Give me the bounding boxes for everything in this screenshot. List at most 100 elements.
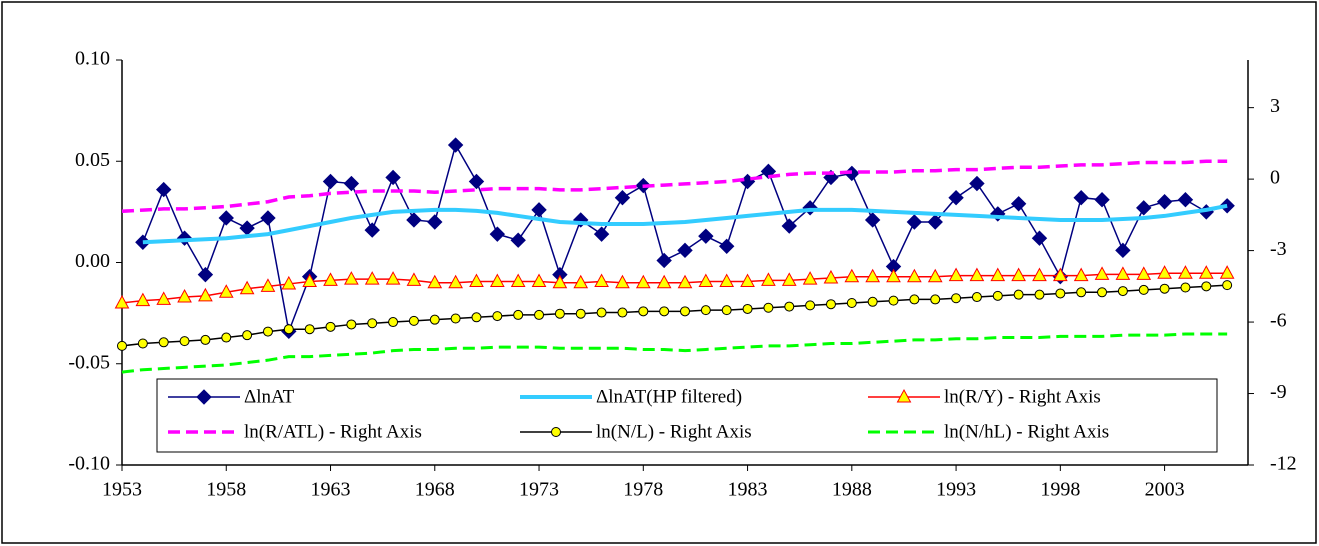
legend-box bbox=[156, 378, 1218, 453]
marker bbox=[200, 334, 211, 345]
marker bbox=[468, 173, 485, 190]
marker bbox=[510, 232, 526, 248]
marker bbox=[1177, 192, 1194, 208]
marker bbox=[1117, 286, 1128, 297]
marker bbox=[721, 305, 732, 316]
marker bbox=[698, 228, 714, 244]
marker bbox=[656, 252, 672, 269]
marker bbox=[304, 324, 315, 335]
marker bbox=[513, 309, 524, 320]
legend-label: ΔlnAT bbox=[244, 386, 295, 407]
marker bbox=[1052, 267, 1068, 282]
y2-tick-label: -3 bbox=[1270, 238, 1287, 260]
y2-tick-label: -6 bbox=[1270, 310, 1287, 332]
marker bbox=[260, 210, 276, 226]
legend-label: ln(R/Y) - Right Axis bbox=[944, 386, 1101, 407]
marker bbox=[635, 274, 651, 289]
marker bbox=[886, 268, 901, 283]
marker bbox=[135, 292, 151, 307]
marker bbox=[614, 189, 631, 206]
marker bbox=[177, 288, 192, 303]
y-tick-label: 0.00 bbox=[75, 250, 110, 272]
marker bbox=[260, 278, 276, 292]
marker bbox=[700, 305, 711, 316]
marker bbox=[1180, 282, 1191, 293]
marker bbox=[1198, 265, 1214, 279]
marker bbox=[471, 312, 482, 323]
marker bbox=[1032, 267, 1047, 282]
marker bbox=[825, 299, 836, 310]
marker bbox=[1222, 280, 1233, 291]
marker bbox=[1219, 198, 1235, 214]
y2-tick-label: 3 bbox=[1270, 95, 1280, 117]
marker bbox=[1136, 266, 1152, 280]
marker bbox=[617, 307, 628, 318]
marker bbox=[406, 272, 422, 286]
y-tick-label: 0.10 bbox=[75, 48, 110, 70]
marker bbox=[1097, 287, 1108, 298]
marker bbox=[551, 427, 561, 437]
marker bbox=[677, 274, 693, 289]
marker bbox=[740, 273, 755, 288]
marker bbox=[531, 202, 547, 218]
marker bbox=[805, 300, 816, 311]
marker bbox=[677, 242, 693, 259]
marker bbox=[447, 137, 464, 153]
marker bbox=[823, 269, 839, 284]
marker bbox=[1076, 287, 1087, 298]
legend: ΔlnAT ΔlnAT(HP filtered) ln(R/Y) - Right A… bbox=[156, 378, 1218, 453]
marker bbox=[930, 294, 941, 305]
marker bbox=[719, 273, 735, 288]
y2-tick-label: -12 bbox=[1270, 453, 1297, 475]
marker bbox=[846, 298, 857, 308]
marker bbox=[1055, 288, 1066, 299]
marker bbox=[322, 173, 339, 190]
marker bbox=[718, 238, 735, 255]
marker bbox=[302, 273, 318, 288]
marker bbox=[346, 319, 357, 330]
marker bbox=[659, 306, 670, 317]
marker bbox=[218, 284, 234, 298]
marker bbox=[179, 336, 190, 347]
legend-label: ΔlnAT(HP filtered) bbox=[596, 386, 742, 407]
marker bbox=[448, 274, 463, 289]
marker bbox=[450, 313, 461, 324]
series-line bbox=[121, 159, 1228, 214]
marker bbox=[1013, 289, 1024, 300]
marker bbox=[429, 314, 440, 325]
marker bbox=[784, 301, 795, 312]
marker bbox=[844, 268, 860, 283]
marker bbox=[927, 268, 943, 283]
marker bbox=[864, 212, 881, 228]
marker bbox=[325, 321, 336, 332]
x-tick-label: 1963 bbox=[311, 479, 351, 501]
legend-label: ln(N/L) - Right Axis bbox=[596, 421, 752, 442]
marker bbox=[281, 275, 297, 290]
marker bbox=[573, 274, 589, 289]
marker bbox=[239, 280, 255, 295]
marker bbox=[1073, 189, 1089, 206]
marker bbox=[158, 337, 169, 348]
marker bbox=[531, 273, 547, 288]
marker bbox=[992, 290, 1003, 301]
x-tick-label: 1993 bbox=[936, 479, 976, 501]
marker bbox=[1011, 267, 1026, 282]
marker bbox=[896, 388, 912, 403]
marker bbox=[948, 267, 964, 282]
marker bbox=[969, 175, 985, 192]
marker bbox=[137, 338, 148, 349]
marker bbox=[802, 271, 818, 285]
marker bbox=[990, 267, 1006, 282]
series-line bbox=[142, 203, 1228, 245]
marker bbox=[951, 293, 962, 304]
marker bbox=[927, 214, 943, 230]
x-tick-label: 1983 bbox=[728, 479, 768, 501]
marker bbox=[867, 296, 878, 307]
marker bbox=[427, 214, 443, 230]
marker bbox=[114, 294, 130, 309]
marker bbox=[221, 332, 232, 343]
marker bbox=[593, 226, 610, 242]
marker bbox=[364, 222, 380, 238]
y2-tick-label: 0 bbox=[1270, 167, 1280, 189]
